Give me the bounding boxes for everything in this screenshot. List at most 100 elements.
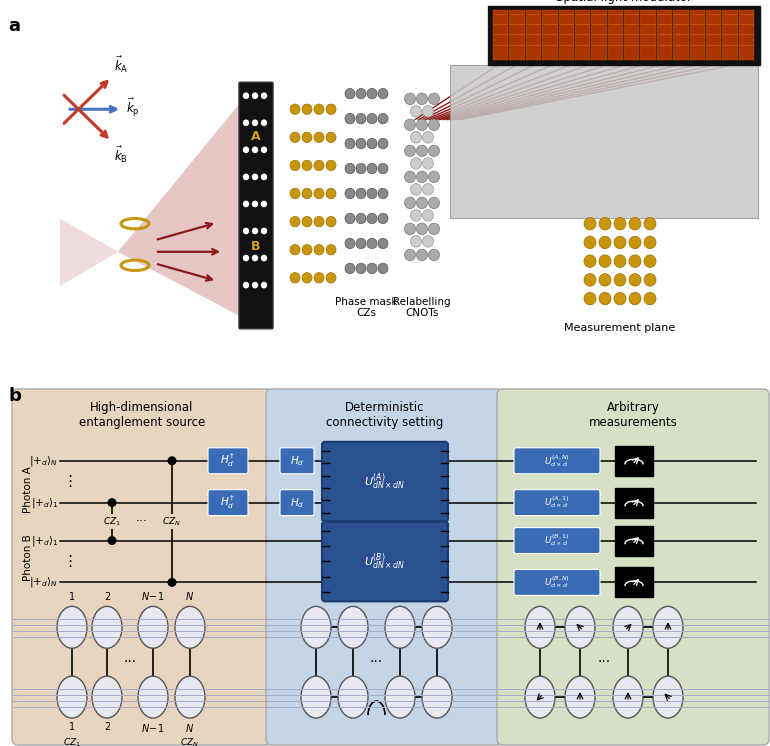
Circle shape xyxy=(261,174,267,181)
Circle shape xyxy=(108,498,116,507)
Circle shape xyxy=(644,217,656,230)
Circle shape xyxy=(410,131,421,143)
Circle shape xyxy=(404,197,416,209)
Circle shape xyxy=(356,163,366,174)
Circle shape xyxy=(404,249,416,260)
Text: Deterministic
connectivity setting: Deterministic connectivity setting xyxy=(326,401,444,429)
Circle shape xyxy=(428,119,440,131)
FancyBboxPatch shape xyxy=(322,442,448,521)
Circle shape xyxy=(108,536,116,545)
Circle shape xyxy=(367,238,377,248)
Circle shape xyxy=(243,119,249,126)
Circle shape xyxy=(423,236,434,247)
Circle shape xyxy=(345,113,355,124)
Circle shape xyxy=(345,238,355,248)
Circle shape xyxy=(356,238,366,248)
Ellipse shape xyxy=(301,676,331,718)
FancyBboxPatch shape xyxy=(208,448,248,474)
Circle shape xyxy=(290,188,300,198)
Text: Phase mask
CZs: Phase mask CZs xyxy=(335,296,397,318)
Circle shape xyxy=(614,236,626,248)
Circle shape xyxy=(252,146,258,153)
Ellipse shape xyxy=(422,676,452,718)
Circle shape xyxy=(326,216,336,227)
Circle shape xyxy=(261,228,267,234)
FancyBboxPatch shape xyxy=(514,527,600,554)
Circle shape xyxy=(326,132,336,142)
Text: $\vec{k}_{\rm B}$: $\vec{k}_{\rm B}$ xyxy=(115,145,129,165)
FancyBboxPatch shape xyxy=(488,6,760,64)
FancyBboxPatch shape xyxy=(657,10,672,60)
Circle shape xyxy=(378,213,388,224)
Circle shape xyxy=(261,146,267,153)
FancyBboxPatch shape xyxy=(526,10,541,60)
Polygon shape xyxy=(118,89,252,322)
Text: ⋮: ⋮ xyxy=(62,474,78,489)
Circle shape xyxy=(428,223,440,235)
Ellipse shape xyxy=(565,606,595,648)
Circle shape xyxy=(243,228,249,234)
Circle shape xyxy=(356,113,366,124)
FancyBboxPatch shape xyxy=(514,448,600,474)
Circle shape xyxy=(252,228,258,234)
Text: $U_{d\times d}^{(B,N)}$: $U_{d\times d}^{(B,N)}$ xyxy=(544,574,570,590)
Circle shape xyxy=(345,263,355,274)
Circle shape xyxy=(417,171,427,183)
Ellipse shape xyxy=(385,606,415,648)
Circle shape xyxy=(378,89,388,98)
Circle shape xyxy=(367,263,377,274)
Ellipse shape xyxy=(653,606,683,648)
FancyBboxPatch shape xyxy=(615,488,653,518)
Text: B: B xyxy=(251,239,261,253)
Text: Spatial light modulator: Spatial light modulator xyxy=(556,0,692,4)
Text: $CZ_1$: $CZ_1$ xyxy=(103,515,121,528)
Text: $N$: $N$ xyxy=(186,722,195,734)
Text: 1: 1 xyxy=(69,592,75,602)
Circle shape xyxy=(290,132,300,142)
Circle shape xyxy=(261,93,267,99)
Circle shape xyxy=(584,292,596,305)
Circle shape xyxy=(410,210,421,221)
Ellipse shape xyxy=(57,676,87,718)
Circle shape xyxy=(599,255,611,267)
Circle shape xyxy=(378,188,388,198)
Text: 2: 2 xyxy=(104,592,110,602)
Circle shape xyxy=(302,216,312,227)
Circle shape xyxy=(314,216,324,227)
Text: $CZ_1$: $CZ_1$ xyxy=(63,736,81,746)
Circle shape xyxy=(423,157,434,169)
Circle shape xyxy=(378,263,388,274)
FancyBboxPatch shape xyxy=(615,526,653,556)
Circle shape xyxy=(629,236,641,248)
Circle shape xyxy=(302,160,312,171)
Circle shape xyxy=(404,93,416,104)
Ellipse shape xyxy=(525,606,555,648)
Circle shape xyxy=(261,119,267,126)
Circle shape xyxy=(644,292,656,305)
Ellipse shape xyxy=(613,676,643,718)
Circle shape xyxy=(404,223,416,235)
Ellipse shape xyxy=(422,606,452,648)
Circle shape xyxy=(302,104,312,114)
Circle shape xyxy=(243,201,249,207)
Text: $U_{dN\times dN}^{(A)}$: $U_{dN\times dN}^{(A)}$ xyxy=(364,471,406,492)
Circle shape xyxy=(423,210,434,221)
Ellipse shape xyxy=(138,676,168,718)
Circle shape xyxy=(410,106,421,117)
FancyBboxPatch shape xyxy=(641,10,656,60)
Ellipse shape xyxy=(301,606,331,648)
Circle shape xyxy=(345,163,355,174)
Circle shape xyxy=(356,139,366,148)
FancyBboxPatch shape xyxy=(689,10,705,60)
Circle shape xyxy=(243,146,249,153)
FancyBboxPatch shape xyxy=(280,489,314,515)
Circle shape xyxy=(252,174,258,181)
Circle shape xyxy=(417,223,427,235)
Circle shape xyxy=(367,213,377,224)
Circle shape xyxy=(243,282,249,289)
Circle shape xyxy=(378,238,388,248)
Circle shape xyxy=(356,213,366,224)
Text: $CZ_N$: $CZ_N$ xyxy=(180,736,199,746)
Circle shape xyxy=(584,217,596,230)
Circle shape xyxy=(326,160,336,171)
